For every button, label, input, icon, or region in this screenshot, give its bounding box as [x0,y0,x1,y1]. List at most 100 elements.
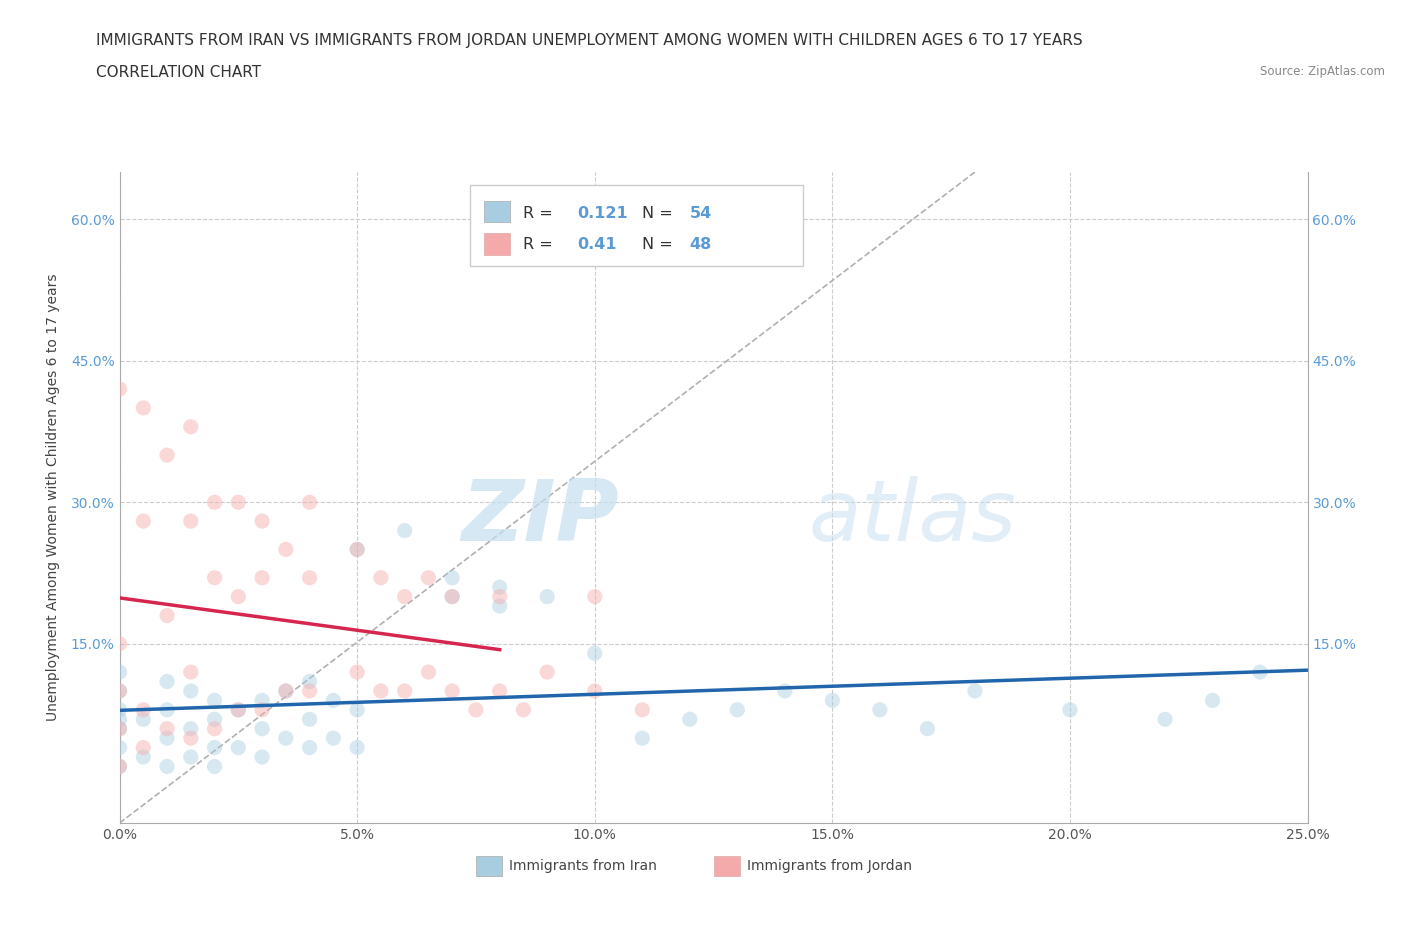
Point [204,711,226,726]
Y-axis label: Unemployment Among Women with Children Ages 6 to 17 years: Unemployment Among Women with Children A… [45,273,59,722]
Point [488,579,510,594]
Point [132,702,155,717]
Point [156,722,179,737]
Point [917,722,939,737]
Point [204,570,226,585]
Point [156,674,179,689]
Point [1249,665,1271,680]
Point [464,702,488,717]
Point [228,702,250,717]
Point [132,740,155,755]
Point [631,702,654,717]
Point [346,740,368,755]
Point [250,722,273,737]
Bar [475,856,502,876]
Point [156,447,179,462]
Point [298,570,321,585]
Point [108,684,131,698]
Point [156,608,179,623]
Point [228,702,250,717]
Point [488,599,510,614]
Bar [484,201,510,222]
Point [250,702,273,717]
Point [156,731,179,746]
Point [441,684,464,698]
Point [298,684,321,698]
Point [274,684,297,698]
Text: N =: N = [643,237,678,252]
Point [250,693,273,708]
Point [204,759,226,774]
Text: IMMIGRANTS FROM IRAN VS IMMIGRANTS FROM JORDAN UNEMPLOYMENT AMONG WOMEN WITH CHI: IMMIGRANTS FROM IRAN VS IMMIGRANTS FROM … [96,33,1083,47]
Point [204,722,226,737]
Point [963,684,986,698]
Point [180,419,202,434]
Point [488,590,510,604]
Point [418,570,440,585]
Point [108,722,131,737]
Point [298,495,321,510]
Point [298,711,321,726]
Point [1154,711,1177,726]
Point [204,495,226,510]
Point [773,684,796,698]
Text: 54: 54 [690,206,711,220]
Point [108,722,131,737]
Point [1201,693,1223,708]
Point [298,674,321,689]
Point [631,731,654,746]
Point [346,542,368,557]
Point [180,722,202,737]
Point [869,702,891,717]
Point [228,590,250,604]
Point [108,759,131,774]
Point [228,495,250,510]
Bar [713,856,740,876]
Point [156,759,179,774]
Point [679,711,702,726]
Point [250,750,273,764]
Point [180,750,202,764]
Point [346,542,368,557]
Text: Immigrants from Jordan: Immigrants from Jordan [747,859,912,873]
Point [180,513,202,528]
Text: 0.121: 0.121 [576,206,627,220]
Point [583,684,606,698]
Point [583,645,606,660]
Point [108,381,131,396]
Point [156,702,179,717]
Point [394,524,416,538]
Point [108,711,131,726]
Point [441,570,464,585]
Point [108,759,131,774]
Point [180,665,202,680]
Point [346,702,368,717]
Text: Immigrants from Iran: Immigrants from Iran [509,859,657,873]
Point [821,693,844,708]
Text: ZIP: ZIP [461,475,619,559]
Point [370,570,392,585]
Point [322,693,344,708]
Point [180,684,202,698]
Point [250,513,273,528]
Bar [484,233,510,255]
Point [228,740,250,755]
Point [322,731,344,746]
Text: atlas: atlas [808,475,1017,559]
Point [132,513,155,528]
Point [204,693,226,708]
Point [108,702,131,717]
Point [274,684,297,698]
FancyBboxPatch shape [470,185,803,267]
Point [204,740,226,755]
Text: 48: 48 [690,237,711,252]
Point [583,590,606,604]
Text: 0.41: 0.41 [576,237,616,252]
Point [108,665,131,680]
Point [346,665,368,680]
Point [725,702,748,717]
Point [108,636,131,651]
Point [394,684,416,698]
Point [274,731,297,746]
Point [132,750,155,764]
